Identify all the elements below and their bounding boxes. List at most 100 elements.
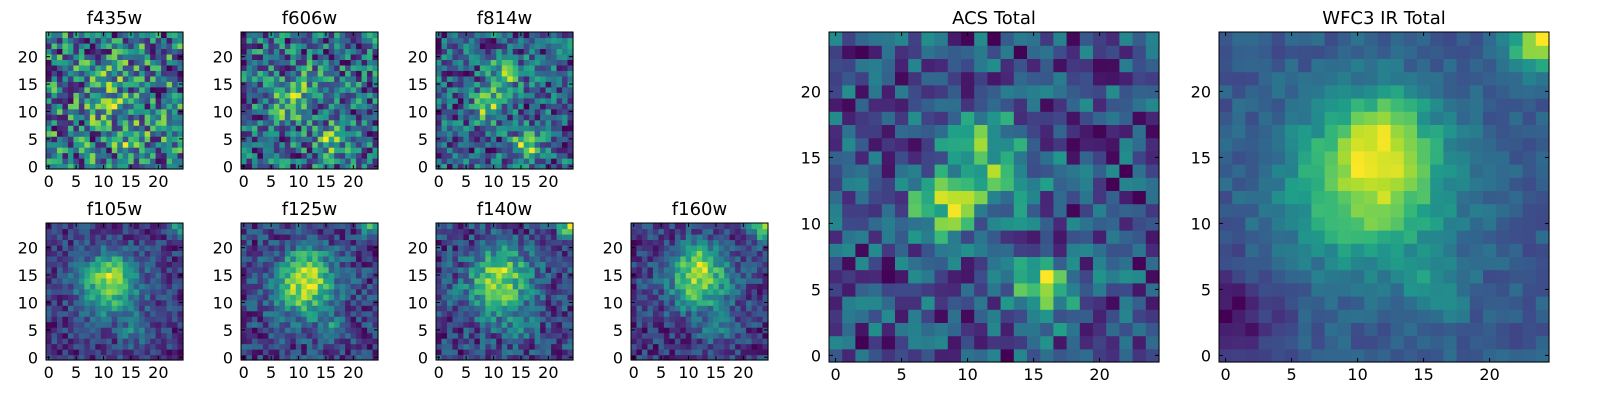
heatmap-cell xyxy=(56,37,64,44)
heatmap-cell xyxy=(674,250,681,257)
heatmap-cell xyxy=(67,233,74,241)
heatmap-cell xyxy=(468,332,475,339)
heatmap-cell xyxy=(122,338,129,345)
heatmap-cell xyxy=(251,233,259,241)
heatmap-cell xyxy=(441,266,448,273)
heatmap-cell xyxy=(1066,296,1081,310)
y-tick-label: 20 xyxy=(603,239,623,258)
heatmap-cell xyxy=(155,294,162,301)
heatmap-cell xyxy=(361,70,368,77)
heatmap-cell xyxy=(1000,256,1015,271)
heatmap-cell xyxy=(328,299,335,306)
heatmap-cell xyxy=(84,277,91,284)
heatmap-cell xyxy=(150,299,157,306)
heatmap-cell xyxy=(551,119,558,126)
heatmap-cell xyxy=(540,152,547,159)
heatmap-cell xyxy=(84,130,91,137)
heatmap-cell xyxy=(323,152,330,159)
heatmap-cell xyxy=(268,327,275,334)
heatmap-cell xyxy=(479,277,486,284)
heatmap-cell xyxy=(881,216,896,231)
heatmap-cell xyxy=(301,228,308,235)
heatmap-cell xyxy=(67,288,74,295)
heatmap-cell xyxy=(496,53,503,60)
heatmap-cell xyxy=(251,42,259,50)
heatmap-cell xyxy=(317,92,324,99)
heatmap-cell xyxy=(372,261,379,268)
heatmap-cell xyxy=(474,37,481,44)
heatmap-cell xyxy=(367,130,374,137)
heatmap-cell xyxy=(1132,190,1147,205)
heatmap-cell xyxy=(56,283,64,290)
heatmap-cell xyxy=(551,343,558,350)
heatmap-cell xyxy=(367,70,374,77)
heatmap-cell xyxy=(474,114,481,121)
heatmap-cell xyxy=(345,59,352,66)
heatmap-cell xyxy=(540,261,547,268)
heatmap-cell xyxy=(961,216,975,231)
heatmap-cell xyxy=(73,349,80,356)
heatmap-cell xyxy=(301,152,308,159)
heatmap-cell xyxy=(1079,282,1094,297)
heatmap-cell xyxy=(501,147,508,154)
heatmap-cell xyxy=(463,283,470,290)
heatmap-cell xyxy=(696,305,703,312)
heatmap-cell xyxy=(301,70,308,77)
heatmap-cell xyxy=(144,125,151,132)
heatmap-cell xyxy=(534,288,541,295)
heatmap-cell xyxy=(713,244,720,251)
x-tick-label: 10 xyxy=(678,363,698,382)
heatmap-cell xyxy=(540,37,547,44)
heatmap-cell xyxy=(144,299,151,306)
heatmap-cell xyxy=(724,338,731,345)
heatmap-cell xyxy=(696,316,703,323)
heatmap-cell xyxy=(446,108,454,115)
heatmap-cell xyxy=(89,305,96,312)
heatmap-cell xyxy=(680,261,687,268)
heatmap-cell xyxy=(518,53,525,60)
heatmap-cell xyxy=(485,130,492,137)
heatmap-cell xyxy=(339,141,346,148)
heatmap-cell xyxy=(1132,348,1147,363)
heatmap-cell xyxy=(106,163,113,170)
heatmap-cell xyxy=(51,343,58,350)
heatmap-cell xyxy=(133,294,140,301)
heatmap-cell xyxy=(724,244,731,251)
heatmap-cell xyxy=(273,277,280,284)
heatmap-cell xyxy=(290,92,297,99)
heatmap-cell xyxy=(1079,203,1094,218)
heatmap-cell xyxy=(540,338,547,345)
heatmap-cell xyxy=(757,316,764,323)
heatmap-cell xyxy=(556,42,563,50)
heatmap-cell xyxy=(751,299,758,306)
heatmap-cell xyxy=(306,327,313,334)
heatmap-cell xyxy=(934,322,949,337)
x-tick-label: 5 xyxy=(656,363,666,382)
heatmap-cell xyxy=(534,158,541,165)
heatmap-cell xyxy=(161,310,168,317)
heatmap-cell xyxy=(468,158,475,165)
heatmap-cell xyxy=(257,233,264,241)
heatmap-cell xyxy=(111,266,118,273)
heatmap-cell xyxy=(545,228,552,235)
heatmap-cell xyxy=(51,158,58,165)
heatmap-cell xyxy=(328,305,335,312)
heatmap-cell xyxy=(567,103,574,110)
heatmap-cell xyxy=(479,266,486,273)
heatmap-cell xyxy=(84,103,91,110)
heatmap-cell xyxy=(246,141,253,148)
heatmap-cell xyxy=(446,32,454,39)
heatmap-cell xyxy=(540,228,547,235)
heatmap-cell xyxy=(479,255,486,262)
heatmap-cell xyxy=(485,277,492,284)
heatmap-cell xyxy=(106,114,113,121)
heatmap-cell xyxy=(556,233,563,241)
heatmap-cell xyxy=(56,75,64,82)
heatmap-cell xyxy=(740,321,747,328)
heatmap-cell xyxy=(150,239,157,246)
heatmap-cell xyxy=(556,163,563,170)
heatmap-cell xyxy=(496,327,503,334)
heatmap-cell xyxy=(279,321,286,328)
heatmap-cell xyxy=(144,223,151,230)
heatmap-cell xyxy=(446,86,454,93)
